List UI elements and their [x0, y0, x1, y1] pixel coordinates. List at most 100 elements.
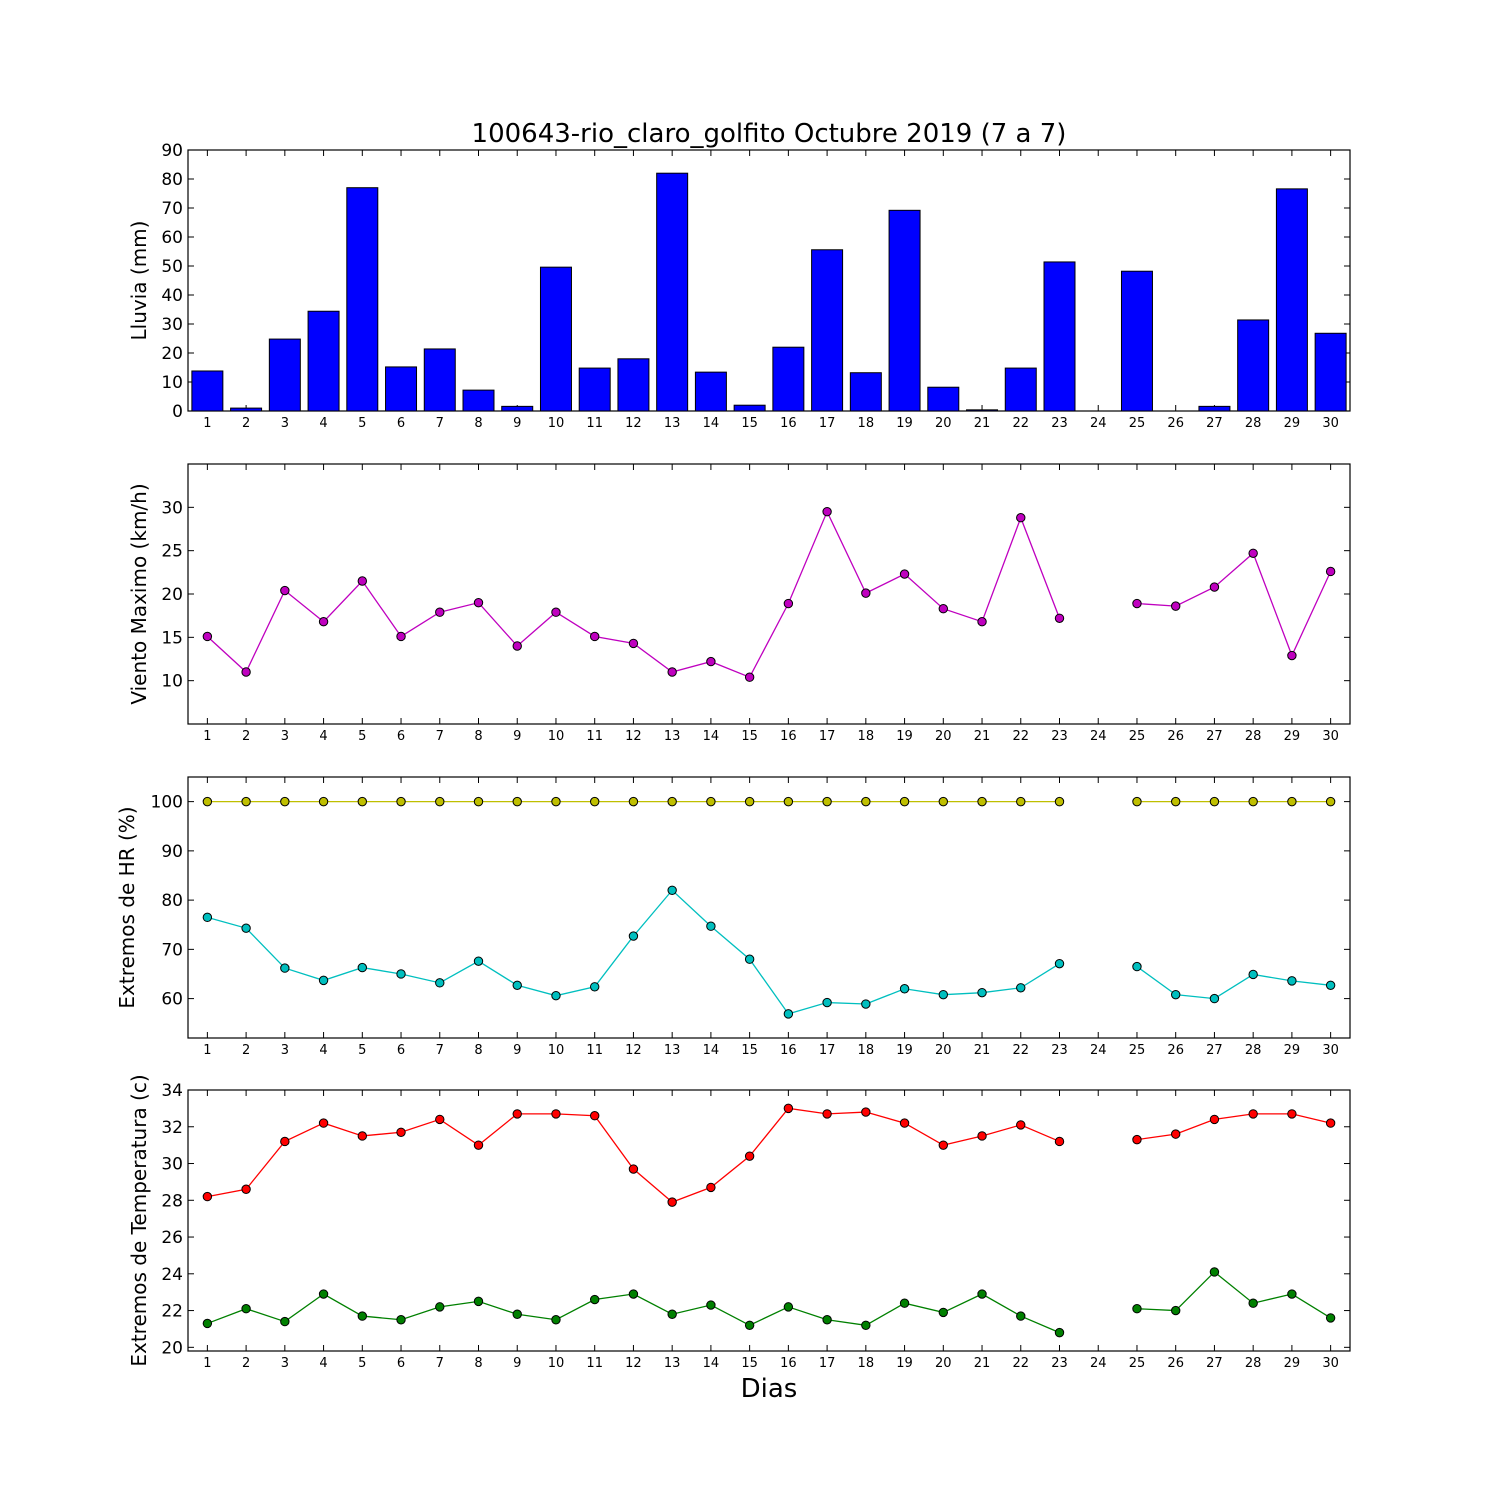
humidity-ytick-label: 60 — [161, 990, 183, 1010]
rain-ytick-label: 50 — [161, 257, 183, 277]
hr_min-point-day-26 — [1171, 989, 1181, 1000]
wind-xtick-label: 13 — [664, 729, 681, 744]
rain-ytick-label: 30 — [161, 315, 183, 335]
rain-xtick-label: 24 — [1090, 416, 1107, 431]
humidity-xtick-label: 2 — [242, 1043, 250, 1058]
temperature-xtick-label: 27 — [1206, 1356, 1223, 1371]
humidity-xtick-label: 4 — [319, 1043, 327, 1058]
humidity-xtick-label: 1 — [203, 1043, 211, 1058]
wind-point-day-26 — [1171, 601, 1181, 611]
temp_min-point-day-8 — [473, 1296, 484, 1307]
rain-bar-day-19 — [888, 209, 921, 412]
temperature-ytick-label: 30 — [161, 1155, 183, 1175]
temp_max-point-day-2 — [241, 1184, 251, 1194]
wind-xtick-label: 12 — [625, 729, 642, 744]
humidity-ytick-label: 80 — [161, 891, 183, 911]
temp_max-point-day-4 — [318, 1118, 329, 1128]
rain-bar-day-3 — [268, 338, 301, 412]
rain-bar-day-4 — [307, 310, 340, 412]
wind-xtick-label: 2 — [242, 729, 250, 744]
humidity-xtick-label: 24 — [1090, 1043, 1107, 1058]
rain-bar-day-6 — [385, 366, 418, 412]
humidity-xtick-label: 15 — [741, 1043, 758, 1058]
temperature-xtick-label: 22 — [1012, 1356, 1029, 1371]
rain-bar-day-16 — [772, 346, 805, 412]
rain-bar-day-1 — [191, 370, 224, 412]
hr_max-point-day-1 — [202, 796, 213, 807]
hr_min-point-day-19 — [899, 984, 910, 994]
humidity-xtick-label: 8 — [474, 1043, 482, 1058]
hr_max-point-day-6 — [396, 796, 406, 807]
rain-xtick-label: 14 — [703, 416, 720, 431]
wind-point-day-25 — [1132, 598, 1142, 609]
x-axis-label: Dias — [741, 1374, 798, 1404]
humidity-xtick-label: 21 — [974, 1043, 991, 1058]
rain-xtick-label: 13 — [664, 416, 681, 431]
rain-xtick-label: 3 — [281, 416, 289, 431]
rain-bar-day-23 — [1043, 261, 1076, 412]
hr_min-point-day-3 — [280, 963, 290, 973]
wind-point-day-21 — [977, 617, 987, 627]
wind-point-day-3 — [280, 585, 290, 596]
temperature-xtick-label: 17 — [819, 1356, 836, 1371]
temp_max-point-day-12 — [628, 1164, 639, 1174]
rain-axes-frame — [187, 149, 1351, 412]
temperature-xtick-label: 18 — [858, 1356, 875, 1371]
temp_max-point-day-5 — [357, 1131, 367, 1141]
rain-bar-day-12 — [617, 358, 650, 412]
wind-point-day-12 — [628, 638, 639, 649]
wind-xtick-label: 4 — [319, 729, 327, 744]
temperature-xtick-label: 4 — [319, 1356, 327, 1371]
temperature-xtick-label: 13 — [664, 1356, 681, 1371]
humidity-ytick-label: 100 — [151, 793, 183, 813]
temp_max-point-day-3 — [280, 1136, 290, 1147]
hr_min-point-day-30 — [1325, 980, 1336, 991]
temp_min-point-day-27 — [1209, 1267, 1220, 1277]
rain-xtick-label: 2 — [242, 416, 250, 431]
rain-xtick-label: 10 — [548, 416, 565, 431]
rain-xtick-label: 17 — [819, 416, 836, 431]
rain-ylabel: Lluvia (mm) — [127, 221, 151, 341]
rain-bar-day-25 — [1120, 270, 1153, 412]
hr_min-point-day-29 — [1287, 976, 1297, 986]
temp_min-point-day-19 — [899, 1298, 910, 1308]
wind-point-day-6 — [396, 631, 406, 642]
temp_min-point-day-9 — [512, 1309, 522, 1319]
humidity-xtick-label: 3 — [281, 1043, 289, 1058]
rain-bar-day-2 — [230, 407, 263, 412]
temp_max-point-day-18 — [861, 1107, 871, 1117]
wind-xtick-label: 30 — [1322, 729, 1339, 744]
temperature-xtick-label: 11 — [586, 1356, 603, 1371]
wind-xtick-label: 10 — [548, 729, 565, 744]
rain-bar-day-27 — [1198, 405, 1231, 412]
hr_max-point-day-15 — [744, 796, 755, 807]
hr_max-point-day-21 — [977, 796, 987, 807]
rain-bar-day-17 — [811, 249, 844, 412]
temp_min-series-line — [1136, 1271, 1331, 1319]
temp_min-point-day-10 — [551, 1315, 561, 1325]
rain-xtick-label: 1 — [203, 416, 211, 431]
temp_min-point-day-1 — [202, 1318, 213, 1329]
temp_min-point-day-4 — [318, 1289, 329, 1299]
humidity-xtick-label: 12 — [625, 1043, 642, 1058]
temperature-xtick-label: 16 — [780, 1356, 797, 1371]
hr_min-point-day-6 — [396, 969, 406, 979]
wind-xtick-label: 17 — [819, 729, 836, 744]
hr_max-point-day-9 — [512, 796, 522, 807]
temp_min-point-day-30 — [1325, 1313, 1336, 1323]
humidity-xtick-label: 19 — [896, 1043, 913, 1058]
rain-xtick-label: 5 — [358, 416, 366, 431]
wind-point-day-29 — [1287, 650, 1297, 661]
temp_max-point-day-13 — [667, 1197, 677, 1207]
temp_min-point-day-15 — [744, 1320, 755, 1330]
rain-xtick-label: 28 — [1245, 416, 1262, 431]
hr_max-point-day-14 — [706, 796, 716, 807]
temperature-ytick-label: 34 — [161, 1081, 183, 1101]
rain-xtick-label: 29 — [1284, 416, 1301, 431]
rain-xtick-label: 11 — [586, 416, 603, 431]
temp_min-point-day-12 — [628, 1289, 639, 1299]
wind-xtick-label: 14 — [703, 729, 720, 744]
rain-ytick-label: 20 — [161, 344, 183, 364]
rain-xtick-label: 9 — [513, 416, 521, 431]
